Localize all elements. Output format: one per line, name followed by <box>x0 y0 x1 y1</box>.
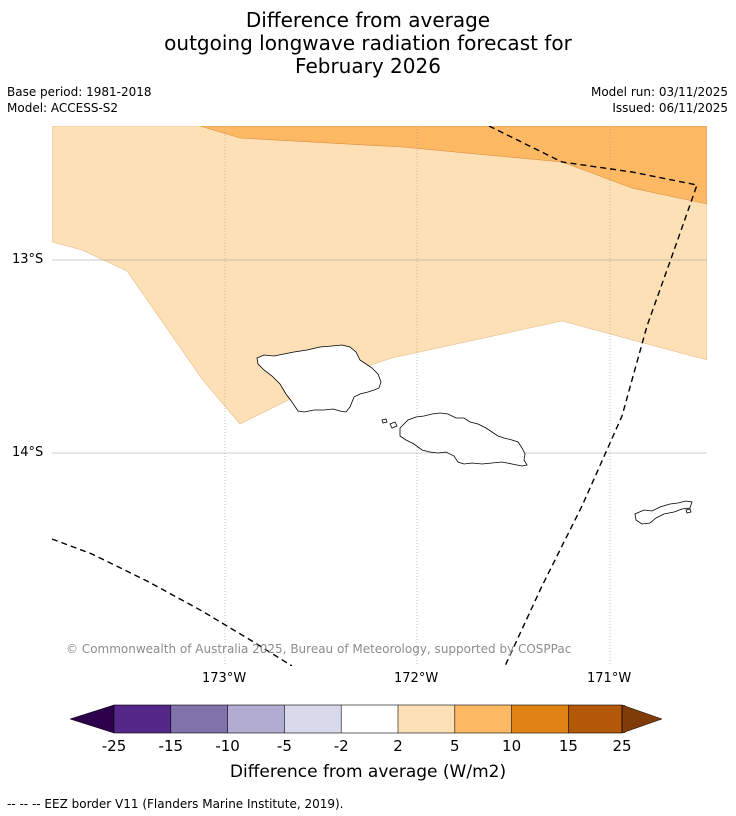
cb-tick-2: -10 <box>215 737 240 755</box>
graticule <box>52 126 707 666</box>
title-line-2: outgoing longwave radiation forecast for <box>164 31 572 55</box>
cb-swatch-5-10 <box>454 705 512 733</box>
model-run: Model run: 03/11/2025 <box>590 85 728 99</box>
cb-swatch-lt-neg25 <box>70 704 115 734</box>
anomaly-band-2-5 <box>52 126 707 425</box>
tutuila-island <box>634 500 693 525</box>
cb-swatch-neg5-neg2 <box>284 705 342 733</box>
upolu-island <box>399 412 528 467</box>
cb-tick-8: 15 <box>558 737 578 755</box>
cb-swatch-gt-25 <box>621 704 663 734</box>
cb-tick-1: -15 <box>158 737 184 755</box>
meta-right: Model run: 03/11/2025 Issued: 06/11/2025 <box>591 84 728 116</box>
base-period: Base period: 1981-2018 <box>7 85 152 99</box>
eez-legend-note: -- -- -- EEZ border V11 (Flanders Marine… <box>7 797 344 811</box>
eez-border-southwest <box>52 538 293 666</box>
colorbar <box>70 704 663 734</box>
eez-borders <box>52 126 698 666</box>
manono-islet <box>381 418 388 424</box>
cb-swatch-15-25 <box>568 705 626 733</box>
cb-tick-0: -25 <box>101 737 127 755</box>
cb-tick-7: 10 <box>502 737 522 755</box>
cb-swatch-neg2-2 <box>341 705 398 733</box>
cb-tick-3: -5 <box>276 737 292 755</box>
savaii-island <box>256 344 382 413</box>
anomaly-band-5-10 <box>199 126 707 205</box>
meta-left: Base period: 1981-2018 Model: ACCESS-S2 <box>7 84 152 116</box>
model-name: Model: ACCESS-S2 <box>7 101 119 115</box>
map-panel <box>52 126 707 666</box>
cb-swatch-neg25-neg15 <box>114 705 171 733</box>
cb-swatch-2-5 <box>398 705 455 733</box>
lon-label-172w: 172°W <box>394 671 439 686</box>
issued-date: Issued: 06/11/2025 <box>612 101 728 115</box>
cb-tick-6: 5 <box>450 737 460 755</box>
cb-tick-9: 25 <box>612 737 632 755</box>
lat-label-13s: 13°S <box>12 252 44 267</box>
title-line-1: Difference from average <box>245 8 491 32</box>
eez-border-north <box>488 126 698 666</box>
aunuu-islet <box>685 508 692 514</box>
cb-swatch-neg10-neg5 <box>227 705 285 733</box>
lat-label-14s: 14°S <box>12 445 44 460</box>
copyright-notice: © Commonwealth of Australia 2025, Bureau… <box>66 642 572 656</box>
colorbar-label: Difference from average (W/m2) <box>229 762 507 782</box>
cb-dividers <box>113 704 623 734</box>
title-line-3: February 2026 <box>295 54 441 78</box>
cb-tick-5: 2 <box>393 737 403 755</box>
cb-swatch-10-15 <box>511 705 569 733</box>
cb-tick-4: -2 <box>333 737 349 755</box>
cb-swatch-neg15-neg10 <box>170 705 228 733</box>
lon-label-171w: 171°W <box>587 671 632 686</box>
coastlines <box>256 344 693 525</box>
lon-label-173w: 173°W <box>202 671 247 686</box>
apolima-islet <box>389 421 398 429</box>
